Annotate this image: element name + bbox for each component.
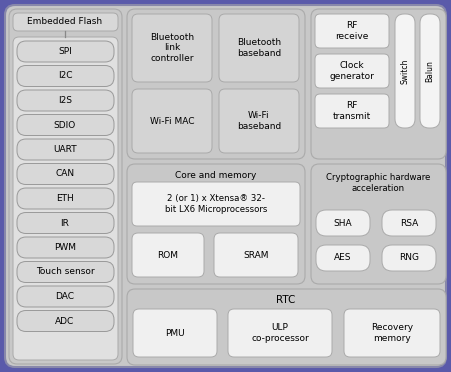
Text: SHA: SHA — [334, 218, 352, 228]
Text: Wi-Fi MAC: Wi-Fi MAC — [150, 116, 194, 125]
Text: SRAM: SRAM — [243, 250, 269, 260]
FancyBboxPatch shape — [17, 65, 114, 87]
FancyBboxPatch shape — [420, 14, 440, 128]
Text: Balun: Balun — [425, 60, 434, 82]
FancyBboxPatch shape — [17, 115, 114, 135]
Text: RF
receive: RF receive — [335, 21, 368, 41]
Text: Embedded Flash: Embedded Flash — [28, 17, 102, 26]
Text: ADC: ADC — [55, 317, 74, 326]
Text: RNG: RNG — [399, 253, 419, 263]
FancyBboxPatch shape — [219, 89, 299, 153]
FancyBboxPatch shape — [17, 311, 114, 331]
Text: IR: IR — [60, 218, 69, 228]
FancyBboxPatch shape — [17, 286, 114, 307]
FancyBboxPatch shape — [315, 54, 389, 88]
Text: 2 (or 1) x Xtensa® 32-
bit LX6 Microprocessors: 2 (or 1) x Xtensa® 32- bit LX6 Microproc… — [165, 194, 267, 214]
FancyBboxPatch shape — [316, 245, 370, 271]
FancyBboxPatch shape — [132, 233, 204, 277]
FancyBboxPatch shape — [395, 14, 415, 128]
FancyBboxPatch shape — [311, 9, 446, 159]
Text: Bluetooth
baseband: Bluetooth baseband — [237, 38, 281, 58]
FancyBboxPatch shape — [5, 5, 446, 367]
FancyBboxPatch shape — [315, 14, 389, 48]
Text: Bluetooth
link
controller: Bluetooth link controller — [150, 33, 194, 63]
FancyBboxPatch shape — [315, 94, 389, 128]
FancyBboxPatch shape — [344, 309, 440, 357]
FancyBboxPatch shape — [311, 164, 446, 284]
Text: CAN: CAN — [55, 170, 74, 179]
FancyBboxPatch shape — [132, 89, 212, 153]
FancyBboxPatch shape — [17, 188, 114, 209]
Text: RF
transmit: RF transmit — [333, 101, 371, 121]
Text: UART: UART — [53, 145, 77, 154]
FancyBboxPatch shape — [17, 41, 114, 62]
FancyBboxPatch shape — [219, 14, 299, 82]
Text: DAC: DAC — [55, 292, 74, 301]
Text: PWM: PWM — [54, 243, 76, 252]
Text: ULP
co-processor: ULP co-processor — [251, 323, 309, 343]
Text: I2S: I2S — [58, 96, 72, 105]
Text: Cryptographic hardware
acceleration: Cryptographic hardware acceleration — [326, 173, 430, 193]
FancyBboxPatch shape — [132, 14, 212, 82]
FancyBboxPatch shape — [214, 233, 298, 277]
Text: SPI: SPI — [58, 47, 72, 56]
FancyBboxPatch shape — [132, 182, 300, 226]
Text: Core and memory: Core and memory — [175, 170, 257, 180]
Text: AES: AES — [334, 253, 352, 263]
Text: Clock
generator: Clock generator — [330, 61, 374, 81]
Text: RSA: RSA — [400, 218, 418, 228]
FancyBboxPatch shape — [133, 309, 217, 357]
Text: ETH: ETH — [56, 194, 74, 203]
Text: Switch: Switch — [400, 58, 410, 84]
Text: I2C: I2C — [58, 71, 72, 80]
FancyBboxPatch shape — [17, 139, 114, 160]
FancyBboxPatch shape — [17, 212, 114, 234]
FancyBboxPatch shape — [13, 13, 118, 31]
FancyBboxPatch shape — [13, 37, 118, 360]
FancyBboxPatch shape — [17, 262, 114, 282]
FancyBboxPatch shape — [17, 90, 114, 111]
Text: PMU: PMU — [165, 328, 185, 337]
FancyBboxPatch shape — [382, 245, 436, 271]
Text: ROM: ROM — [157, 250, 179, 260]
FancyBboxPatch shape — [127, 164, 305, 284]
Text: SDIO: SDIO — [54, 121, 76, 129]
Text: Recovery
memory: Recovery memory — [371, 323, 413, 343]
Text: Wi-Fi
baseband: Wi-Fi baseband — [237, 111, 281, 131]
FancyBboxPatch shape — [316, 210, 370, 236]
FancyBboxPatch shape — [17, 237, 114, 258]
FancyBboxPatch shape — [127, 9, 305, 159]
FancyBboxPatch shape — [17, 164, 114, 185]
FancyBboxPatch shape — [382, 210, 436, 236]
FancyBboxPatch shape — [127, 289, 446, 365]
Text: Touch sensor: Touch sensor — [36, 267, 94, 276]
FancyBboxPatch shape — [228, 309, 332, 357]
Text: RTC: RTC — [276, 295, 296, 305]
FancyBboxPatch shape — [9, 9, 122, 364]
